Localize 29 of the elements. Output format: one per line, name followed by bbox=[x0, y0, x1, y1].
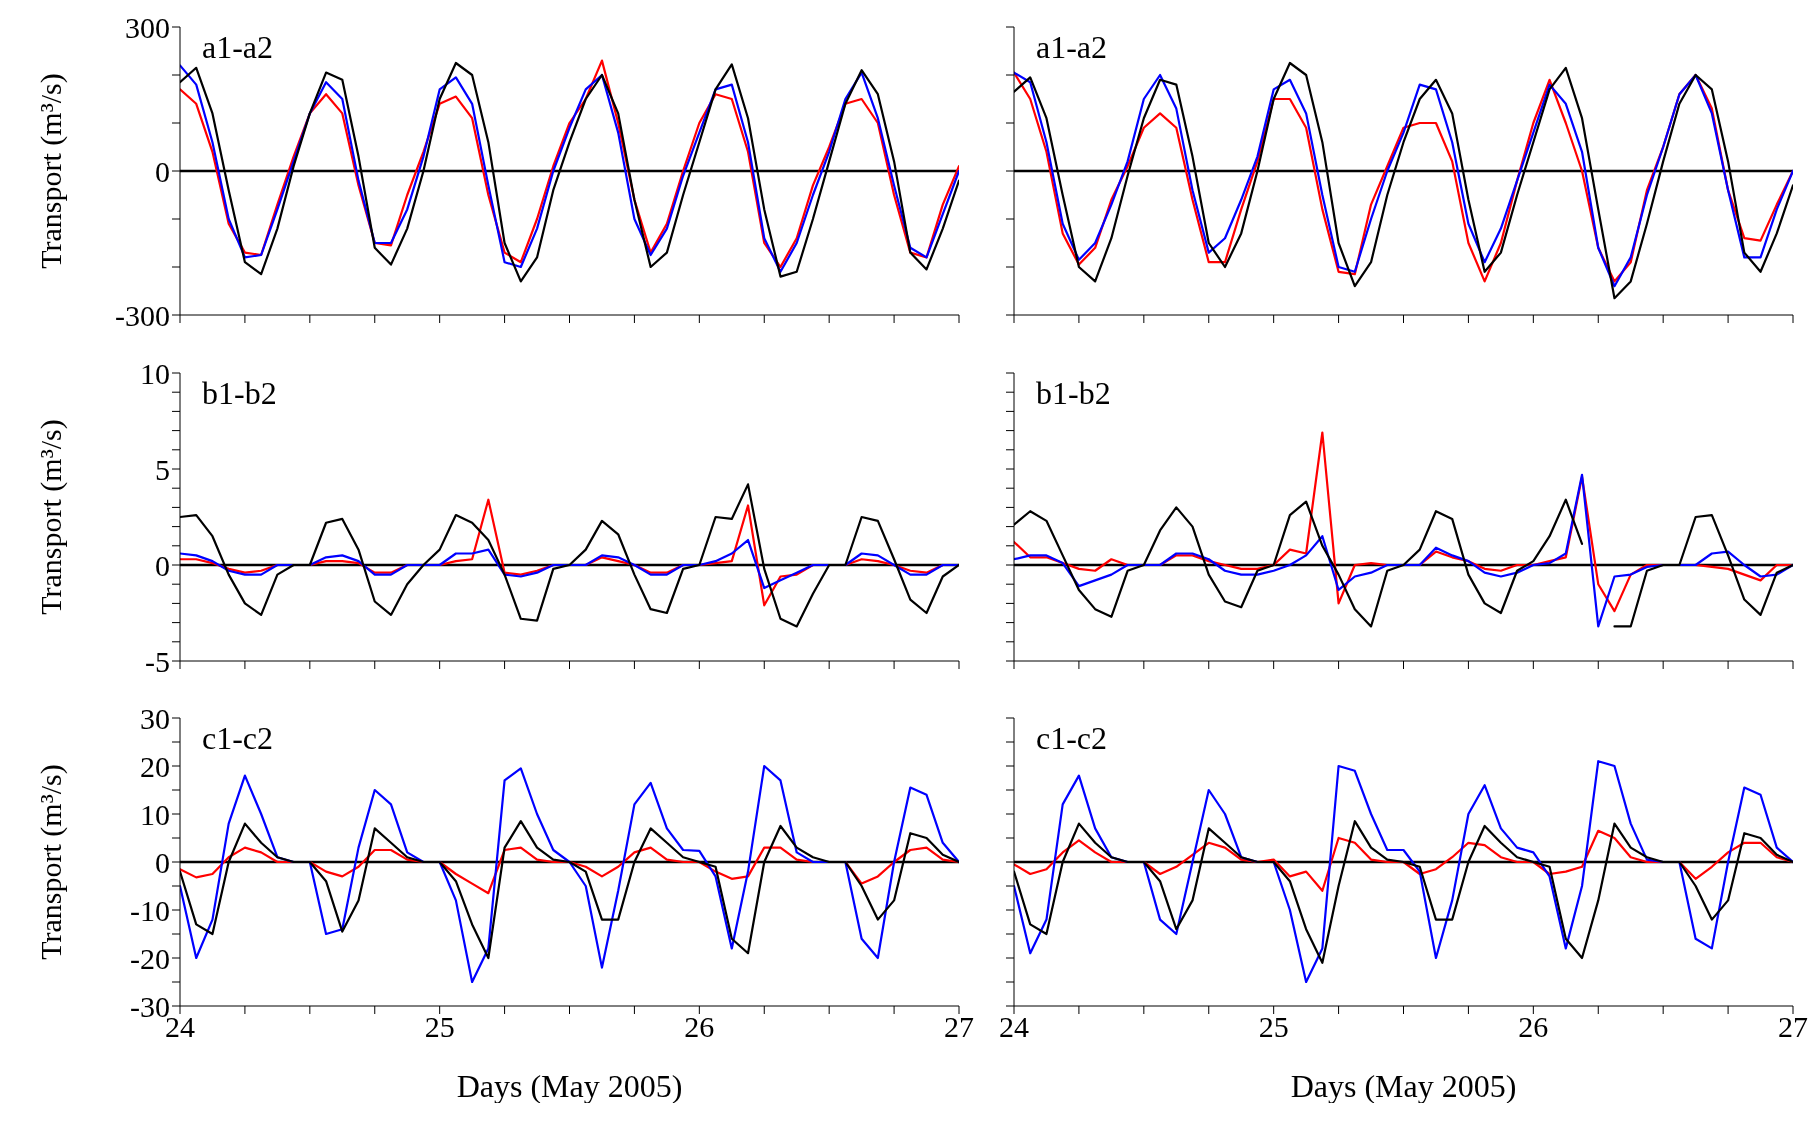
y-tick-label: 5 bbox=[155, 452, 170, 486]
annotation: c1-c2 bbox=[1036, 720, 1108, 757]
x-tick-label: 27 bbox=[944, 1010, 974, 1044]
x-tick-label: 25 bbox=[1258, 1010, 1289, 1044]
annotation: b1-b2 bbox=[1036, 375, 1111, 412]
y-tick-label: 10 bbox=[140, 797, 170, 831]
annotation: a1-a2 bbox=[202, 29, 274, 66]
y-axis-title: Transport (m³/s) bbox=[33, 764, 68, 960]
x-tick-label: 26 bbox=[684, 1010, 715, 1044]
annotation: a1-a2 bbox=[1036, 29, 1108, 66]
y-tick-label: 10 bbox=[140, 356, 170, 390]
y-tick-label: -300 bbox=[115, 298, 170, 332]
y-tick-label: 30 bbox=[140, 701, 170, 735]
y-axis-title: Transport (m³/s) bbox=[33, 73, 68, 269]
annotation: c1-c2 bbox=[202, 720, 274, 757]
y-tick-label: -5 bbox=[145, 644, 170, 678]
y-tick-label: -10 bbox=[130, 893, 170, 927]
x-tick-label: 27 bbox=[1778, 1010, 1808, 1044]
y-tick-label: 0 bbox=[155, 845, 170, 879]
x-tick-label: 25 bbox=[424, 1010, 455, 1044]
y-tick-label: 20 bbox=[140, 749, 170, 783]
x-tick-label: 24 bbox=[999, 1010, 1029, 1044]
y-tick-label: 300 bbox=[125, 10, 170, 44]
x-tick-label: 26 bbox=[1518, 1010, 1549, 1044]
annotation: b1-b2 bbox=[202, 375, 277, 412]
y-tick-label: 0 bbox=[155, 548, 170, 582]
y-tick-label: 0 bbox=[155, 154, 170, 188]
y-axis-title: Transport (m³/s) bbox=[33, 419, 68, 615]
y-tick-label: -20 bbox=[130, 941, 170, 975]
